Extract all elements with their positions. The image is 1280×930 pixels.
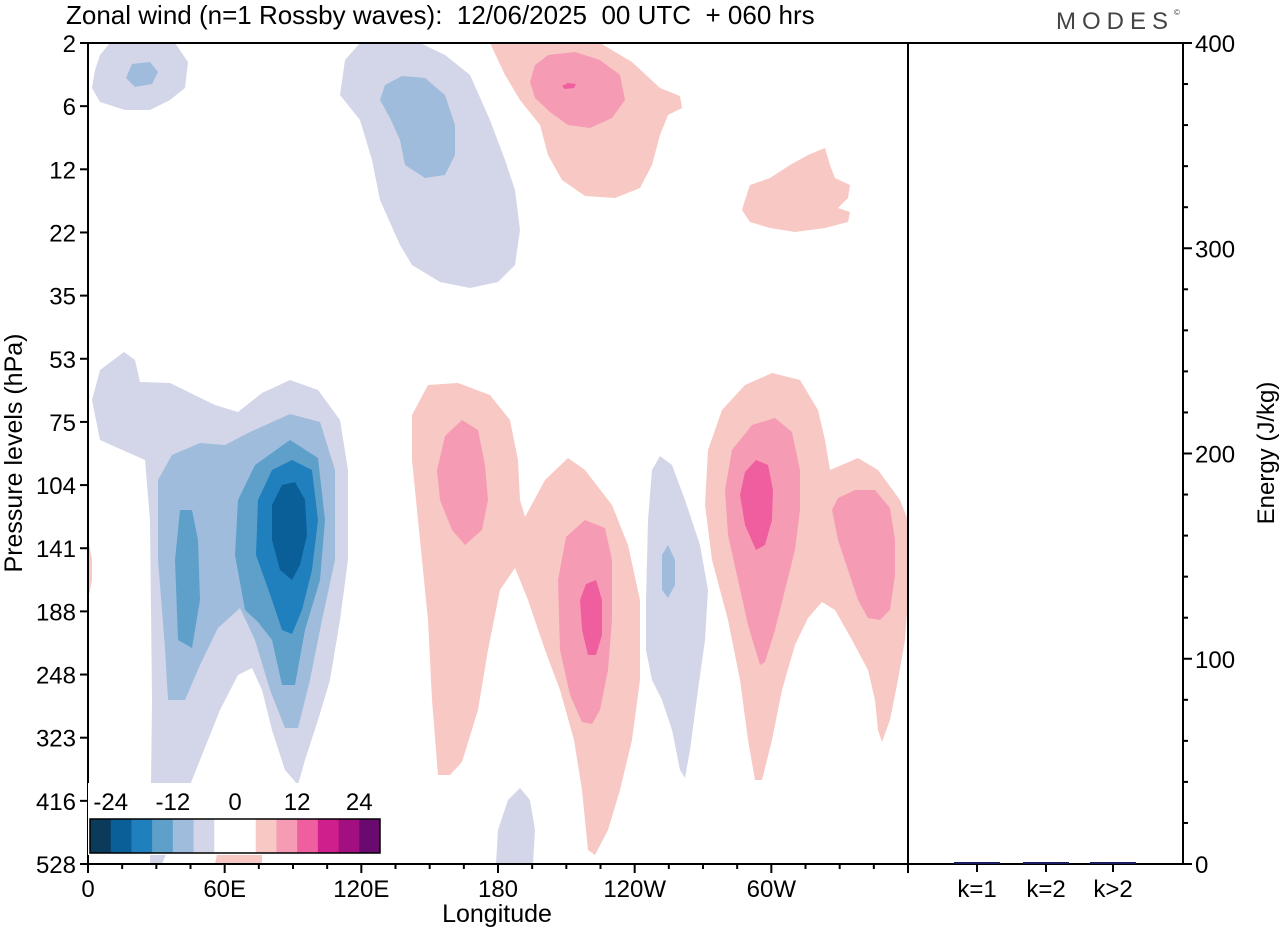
colorbar-swatch	[338, 819, 360, 853]
colorbar-tick-label: 24	[346, 789, 373, 816]
y-tick-label: 188	[36, 599, 76, 626]
y-tick-label: 323	[36, 726, 76, 753]
contour-pos-12-60w	[740, 460, 773, 550]
contour-fills	[88, 43, 908, 864]
x-tick-label: 120W	[603, 876, 666, 903]
colorbar-swatch	[255, 819, 277, 853]
brand-logo: MODES©	[1056, 8, 1180, 35]
colorbar-legend: -24 -12 0 12 24	[88, 783, 382, 855]
colorbar-swatch	[317, 819, 340, 853]
colorbar-swatch	[110, 819, 132, 853]
colorbar-swatch	[193, 819, 215, 853]
x-tick-label: 180	[478, 876, 518, 903]
y-tick-label: 2	[63, 31, 76, 58]
y-axis-pressure: 2 6 12 22 35 53 75 104 141 188 248 323 416 528	[36, 31, 88, 879]
energy-bar	[954, 862, 1000, 864]
energy-tick-label: 0	[1195, 852, 1208, 879]
colorbar-tick-label: -24	[93, 789, 128, 816]
x-tick-label: 60W	[747, 876, 797, 903]
brand-name: MODES	[1056, 8, 1175, 35]
y-tick-label: 53	[49, 347, 76, 374]
energy-plot-frame	[908, 42, 1184, 865]
energy-tick-label: 200	[1195, 442, 1235, 469]
energy-category-label: k=2	[1026, 876, 1065, 903]
contour-neg-8-120w	[662, 545, 675, 598]
energy-bars: k=1 k=2 k>2	[954, 862, 1136, 903]
x-tick-label: 60E	[203, 876, 246, 903]
colorbar-swatch	[297, 819, 319, 853]
colorbar-swatch	[131, 819, 153, 853]
energy-bar	[1090, 862, 1136, 864]
energy-category-label: k>2	[1093, 876, 1132, 903]
y-tick-label: 141	[36, 536, 76, 563]
y-tick-label: 416	[36, 789, 76, 816]
contour-neg-4-dateline	[496, 788, 535, 864]
contour-neg-4-120w	[646, 456, 708, 778]
colorbar-frame	[89, 818, 381, 854]
colorbar-tick-label: -12	[156, 789, 191, 816]
x-tick-label: 120E	[333, 876, 389, 903]
colorbar-tick-label: 0	[228, 789, 241, 816]
y-tick-label: 22	[49, 220, 76, 247]
contour-pos-8-strat-a	[530, 52, 625, 128]
colorbar-swatch	[276, 819, 298, 853]
energy-category-label: k=1	[957, 876, 996, 903]
colorbar-tick-label: 12	[284, 789, 311, 816]
contour-pos-8-180a	[437, 420, 488, 545]
y-tick-label: 248	[36, 663, 76, 690]
colorbar-swatch	[235, 819, 257, 853]
contour-pos-8-60w-b	[832, 490, 895, 620]
energy-tick-label: 400	[1195, 31, 1235, 58]
y-tick-label: 528	[36, 852, 76, 879]
y-axis-energy: 0 100 200 300 400	[1183, 31, 1235, 879]
x-axis-longitude: 0 60E 120E 180 120W 60W	[81, 864, 909, 903]
y-tick-label: 75	[49, 410, 76, 437]
y-tick-label: 12	[49, 157, 76, 184]
colorbar-swatch	[214, 819, 236, 853]
colorbar-swatch	[172, 819, 195, 853]
energy-tick-label: 100	[1195, 647, 1235, 674]
energy-axis-title: Energy (J/kg)	[1253, 382, 1280, 525]
x-axis-title: Longitude	[442, 900, 552, 928]
contour-pos-12-180	[580, 580, 602, 655]
contour-pos-4-strat-b	[742, 148, 850, 232]
colorbar-swatch	[152, 819, 174, 853]
energy-bar	[1023, 862, 1069, 864]
chart-title: Zonal wind (n=1 Rossby waves): 12/06/202…	[66, 0, 815, 30]
contour-neg-8-corner	[126, 62, 158, 87]
contour-neg-20-low-trop	[272, 482, 307, 580]
y-tick-label: 35	[49, 284, 76, 311]
colorbar-swatch	[90, 819, 112, 853]
energy-tick-label: 300	[1195, 236, 1235, 263]
x-tick-label: 0	[81, 876, 94, 903]
y-axis-title: Pressure levels (hPa)	[0, 334, 28, 573]
contour-pos-12-strat-a	[562, 83, 576, 89]
contour-neg-8-strat	[380, 76, 455, 178]
y-tick-label: 104	[36, 473, 76, 500]
y-tick-label: 6	[63, 94, 76, 121]
colorbar-swatch	[359, 819, 381, 853]
